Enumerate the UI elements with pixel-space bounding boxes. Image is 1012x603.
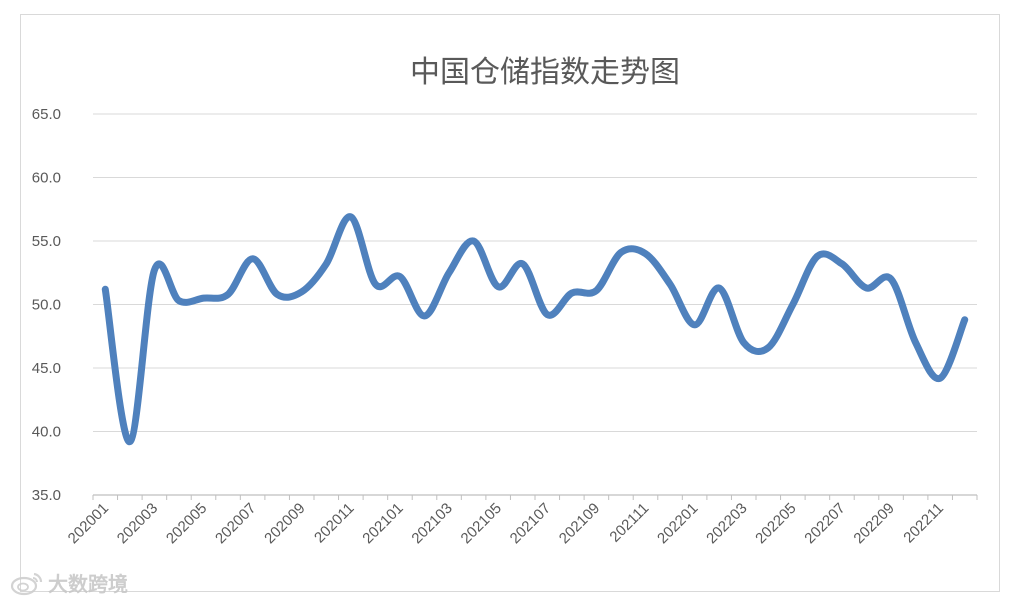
data-point-202210 [912, 339, 919, 346]
y-tick-label: 50.0 [32, 297, 61, 314]
x-tick-label: 202209 [850, 500, 897, 547]
series-layer [101, 213, 969, 446]
data-point-202004 [175, 297, 182, 304]
data-point-202009 [298, 288, 305, 295]
x-tick-label: 202205 [752, 500, 799, 547]
y-tick-label: 60.0 [32, 170, 61, 187]
data-point-202109 [593, 287, 600, 294]
x-tick-label: 202005 [163, 500, 210, 547]
x-tick-label: 202001 [65, 500, 112, 547]
data-point-202102 [421, 312, 428, 319]
watermark: 大数跨境 [10, 568, 128, 597]
data-point-202111 [642, 250, 649, 257]
y-tick-label: 55.0 [32, 233, 61, 250]
data-point-202203 [740, 339, 747, 346]
data-point-202008 [274, 291, 281, 298]
x-tick-label: 202201 [654, 500, 701, 547]
watermark-text: 大数跨境 [48, 572, 128, 596]
x-tick-label: 202207 [801, 500, 848, 547]
x-tick-label: 202009 [261, 500, 308, 547]
x-axis [92, 494, 978, 500]
x-tick-label: 202101 [359, 500, 406, 547]
line-chart: 中国仓储指数走势图 35.0 40.0 45.0 50.0 55.0 60.0 65.0 2… [32, 55, 978, 547]
data-point-202101 [396, 273, 403, 280]
data-point-202211 [937, 375, 944, 382]
data-point-202006 [225, 291, 232, 298]
x-tick-label: 202103 [408, 500, 455, 547]
x-tick-label: 202007 [212, 500, 259, 547]
data-point-202012 [372, 281, 379, 288]
data-point-202104 [470, 238, 477, 245]
data-point-202107 [544, 311, 551, 318]
x-tick-label: 202211 [900, 500, 947, 547]
data-point-202206 [814, 253, 821, 260]
x-tick-label: 202011 [311, 500, 358, 547]
data-point-202106 [519, 260, 526, 267]
x-tick-label: 202107 [507, 500, 554, 547]
data-point-202201 [691, 321, 698, 328]
data-point-202204 [765, 344, 772, 351]
data-point-202003 [151, 267, 158, 274]
data-point-202205 [789, 301, 796, 308]
chart-frame: 中国仓储指数走势图 35.0 40.0 45.0 50.0 55.0 60.0 65.0 2… [20, 14, 1000, 592]
data-point-202002 [126, 438, 133, 445]
chart-title: 中国仓储指数走势图 [410, 55, 680, 90]
data-point-202209 [888, 276, 895, 283]
gridlines [93, 113, 977, 432]
data-point-202001 [102, 286, 109, 293]
data-point-202010 [323, 260, 330, 267]
data-point-202202 [716, 284, 723, 291]
y-axis-ticks: 35.0 40.0 45.0 50.0 55.0 60.0 65.0 [32, 106, 61, 504]
data-point-202212 [961, 316, 968, 323]
data-point-202007 [249, 255, 256, 262]
data-point-202208 [863, 284, 870, 291]
data-point-202108 [568, 290, 575, 297]
y-tick-label: 65.0 [32, 106, 61, 123]
x-axis-ticks: 202001 202003 202005 202007 202009 202011 2021… [65, 500, 947, 547]
data-point-202207 [838, 260, 845, 267]
weibo-logo-icon [10, 570, 44, 596]
series-line [101, 213, 969, 446]
data-points [102, 213, 968, 445]
x-tick-label: 202105 [458, 500, 505, 547]
data-point-202011 [347, 213, 354, 220]
data-point-202005 [200, 295, 207, 302]
data-point-202105 [495, 283, 502, 290]
y-tick-label: 40.0 [32, 424, 61, 441]
data-point-202112 [667, 281, 674, 288]
y-tick-label: 45.0 [32, 360, 61, 377]
data-point-202110 [617, 249, 624, 256]
x-tick-label: 202109 [556, 500, 603, 547]
y-tick-label: 35.0 [32, 487, 61, 504]
x-tick-label: 202203 [703, 500, 750, 547]
x-tick-label: 202003 [114, 500, 161, 547]
data-point-202103 [446, 269, 453, 276]
x-tick-label: 202111 [606, 500, 652, 546]
